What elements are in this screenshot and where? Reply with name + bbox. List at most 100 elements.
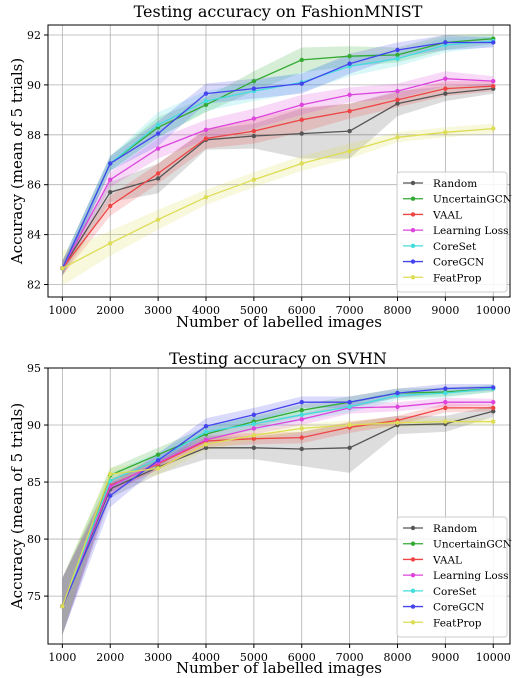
data-point: [443, 91, 448, 96]
data-point: [299, 407, 304, 413]
data-point: [443, 130, 448, 135]
data-point: [299, 57, 304, 63]
x-tick-label: 9000: [431, 651, 459, 664]
data-point: [347, 92, 352, 98]
y-tick-label: 88: [27, 129, 41, 142]
legend: Random UncertainGCN VAAL Learning Loss CoreS…: [396, 171, 512, 293]
x-tick-label: 5000: [240, 651, 268, 664]
data-point: [251, 445, 257, 451]
data-point: [443, 405, 448, 411]
data-point: [203, 423, 209, 429]
data-point: [299, 417, 304, 422]
x-tick-label: 10000: [476, 651, 511, 664]
data-point: [395, 101, 400, 106]
y-tick-label: 90: [27, 79, 41, 92]
data-point: [108, 478, 113, 484]
legend-label: VAAL: [432, 554, 462, 566]
data-point: [395, 97, 400, 103]
data-point: [347, 108, 352, 114]
legend-marker: [410, 275, 416, 280]
data-point: [347, 61, 352, 66]
data-point: [155, 176, 161, 181]
y-tick-label: 90: [27, 419, 41, 432]
x-tick-label: 1000: [48, 651, 76, 664]
x-tick-label: 2000: [96, 304, 124, 317]
legend-label: FeatProp: [433, 272, 482, 284]
data-point: [395, 135, 400, 140]
legend-marker: [410, 588, 416, 594]
data-point: [491, 409, 496, 414]
series-line: [61, 78, 494, 269]
data-point: [251, 433, 257, 438]
legend-label: Random: [433, 523, 477, 535]
data-point: [347, 404, 352, 409]
data-point: [203, 127, 209, 133]
data-point: [251, 436, 257, 441]
legend-label: FeatProp: [433, 617, 482, 629]
data-point: [491, 400, 496, 405]
data-point: [443, 86, 448, 91]
data-point: [155, 452, 161, 457]
data-point: [108, 493, 113, 498]
data-point: [108, 471, 113, 477]
series-line: [62, 127, 494, 269]
series-line: [61, 420, 494, 607]
y-tick-label: 86: [27, 179, 41, 192]
data-point: [155, 171, 161, 176]
legend-marker: [410, 259, 416, 264]
data-point: [491, 405, 496, 411]
x-tick-label: 4000: [192, 651, 220, 664]
x-tick-label: 8000: [383, 651, 411, 664]
data-point: [443, 390, 448, 396]
x-tick-label: 5000: [240, 304, 268, 317]
data-point: [347, 128, 352, 134]
data-point: [251, 133, 257, 139]
data-point: [251, 116, 257, 121]
data-point: [299, 426, 304, 431]
x-tick-label: 9000: [431, 304, 459, 317]
y-tick-label: 80: [27, 533, 41, 546]
data-point: [251, 426, 257, 431]
series-line: [61, 41, 494, 269]
legend-label: CoreGCN: [433, 602, 484, 614]
x-tick-label: 10000: [476, 304, 511, 317]
data-point: [347, 445, 352, 451]
legend-label: CoreSet: [433, 586, 477, 598]
series-line: [61, 38, 494, 269]
series-line: [61, 85, 494, 269]
legend-label: UncertainGCN: [433, 539, 512, 551]
data-point: [491, 385, 496, 390]
data-point: [443, 76, 448, 81]
data-point: [251, 78, 257, 84]
legend-marker: [410, 620, 416, 625]
plot-frame: [47, 367, 511, 645]
series-line: [61, 386, 494, 607]
data-point: [491, 419, 496, 424]
data-point: [299, 435, 304, 440]
series-band: [62, 403, 494, 635]
legend-label: VAAL: [432, 209, 462, 221]
data-point: [155, 458, 161, 463]
data-point: [155, 217, 161, 222]
series-line: [61, 387, 494, 607]
data-point: [203, 98, 209, 104]
data-point: [395, 52, 400, 58]
x-tick-label: 6000: [288, 304, 316, 317]
x-tick-label: 8000: [383, 304, 411, 317]
data-point: [203, 437, 209, 443]
x-axis-label: Number of labelled images: [176, 313, 382, 331]
legend-marker: [410, 572, 416, 578]
data-point: [299, 412, 304, 417]
data-point: [203, 194, 209, 200]
data-point: [108, 203, 113, 209]
x-tick-label: 6000: [288, 651, 316, 664]
data-point: [395, 88, 400, 94]
series-band: [62, 36, 494, 276]
series-band: [62, 384, 494, 635]
legend-label: CoreSet: [433, 241, 477, 253]
legend-marker: [410, 212, 416, 217]
legend-marker: [410, 196, 416, 201]
y-tick-label: 92: [27, 29, 41, 42]
data-point: [395, 390, 400, 396]
